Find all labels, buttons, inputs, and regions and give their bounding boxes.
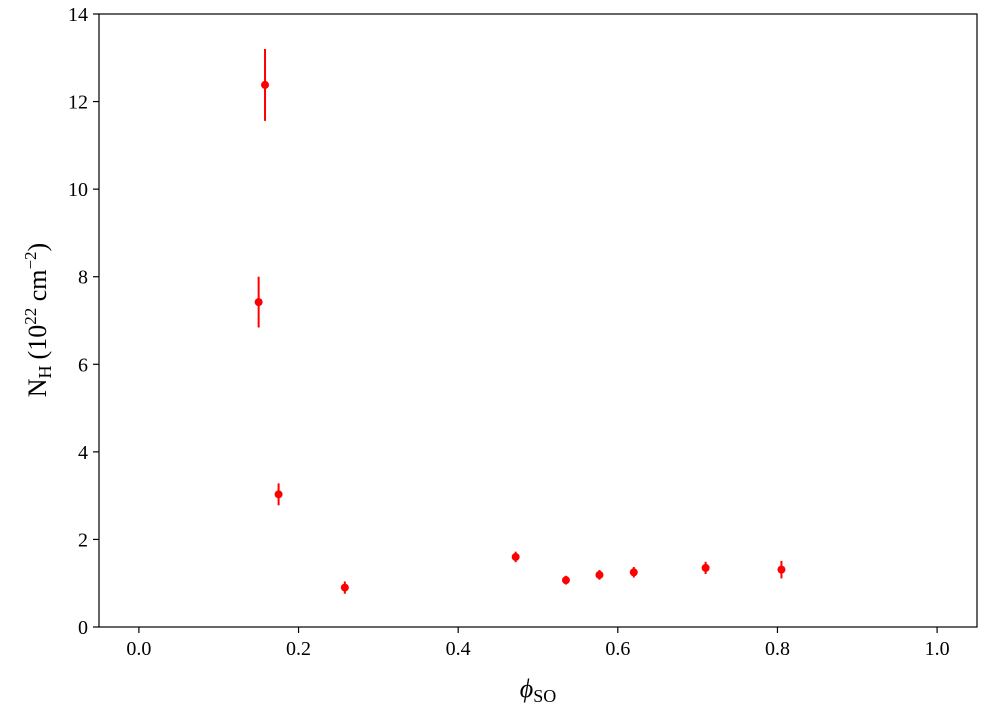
x-tick-label: 0.6	[605, 638, 630, 660]
y-axis-label-close: )	[23, 243, 52, 252]
data-point	[261, 80, 270, 89]
y-axis-label-exponent-2: −2	[21, 251, 40, 269]
data-point	[274, 490, 283, 499]
y-axis-label-units: (10	[23, 325, 52, 360]
data-point	[511, 552, 520, 561]
y-tick-label: 10	[68, 179, 88, 201]
y-tick-label: 8	[78, 267, 88, 289]
data-point	[254, 298, 263, 307]
y-tick-label: 14	[68, 4, 88, 26]
y-axis-label: NH (1022 cm−2)	[21, 243, 55, 397]
x-tick-label: 0.4	[446, 638, 471, 660]
x-axis-label: ϕSO	[520, 674, 556, 706]
plot-area	[98, 13, 978, 628]
data-point	[777, 565, 786, 574]
y-axis-label-subscript: H	[35, 365, 55, 378]
x-axis-label-subscript: SO	[533, 686, 556, 706]
y-axis-label-exponent-1: 22	[21, 308, 40, 325]
x-tick-label: 0.2	[286, 638, 311, 660]
x-axis-label-symbol: ϕ	[520, 674, 533, 703]
data-points	[254, 49, 786, 594]
y-axis-label-symbol: N	[23, 378, 52, 397]
axis-ticks: 0.0 0.2 0.4 0.6 0.8 1.0 0 2 4 6 8 10 12 14	[68, 4, 950, 660]
y-tick-label: 12	[68, 92, 88, 114]
data-point	[340, 583, 349, 592]
x-tick-label: 1.0	[925, 638, 950, 660]
y-axis-label-unit-cm: cm	[23, 270, 52, 308]
x-tick-label: 0.0	[126, 638, 151, 660]
y-tick-label: 6	[78, 354, 88, 376]
y-tick-label: 2	[78, 529, 88, 551]
x-tick-label: 0.8	[765, 638, 790, 660]
data-point	[629, 568, 638, 577]
y-tick-label: 0	[78, 617, 88, 639]
y-tick-label: 4	[78, 442, 88, 464]
data-point	[561, 576, 570, 585]
data-point	[701, 563, 710, 572]
data-point	[595, 570, 604, 579]
